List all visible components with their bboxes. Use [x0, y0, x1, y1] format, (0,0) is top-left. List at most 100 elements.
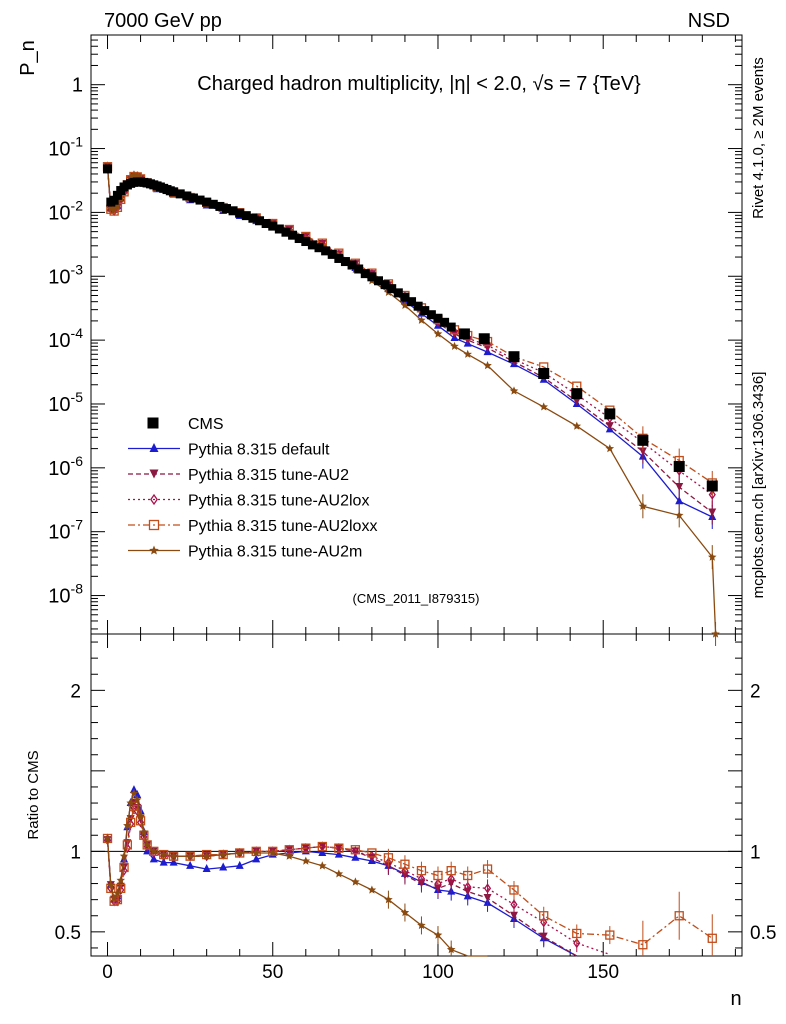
x-tick-label: 50	[262, 962, 283, 983]
legend-label-AU2loxx: Pythia 8.315 tune-AU2loxx	[188, 518, 377, 535]
legend-marker-AU2	[149, 469, 159, 479]
ratio-point-default	[334, 849, 343, 858]
point-CMS	[426, 310, 436, 320]
point-CMS	[446, 322, 456, 332]
point-CMS	[301, 237, 311, 247]
point-CMS	[334, 253, 344, 263]
ratio-point-AU2loxx	[674, 911, 684, 921]
ratio-point-AU2lox	[540, 917, 548, 928]
bottom-plot-frame	[90, 633, 743, 957]
legend-label-AU2lox: Pythia 8.315 tune-AU2lox	[188, 493, 369, 510]
energy-label: 7000 GeV pp	[104, 10, 222, 32]
point-CMS	[235, 208, 245, 218]
ratio-point-AU2m	[106, 880, 116, 889]
ratio-point-AU2loxx	[482, 864, 493, 874]
bottom-y-axis-label: Ratio to CMS	[25, 750, 42, 839]
ratio-point-AU2loxx	[317, 841, 327, 852]
point-CMS	[706, 480, 718, 492]
legend-marker-AU2loxx	[148, 519, 160, 531]
point-CMS	[208, 199, 218, 209]
ratio-point-AU2loxx	[572, 928, 582, 939]
point-CMS	[604, 408, 616, 420]
watermark-label: (CMS_2011_I879315)	[353, 591, 480, 606]
legend-marker-CMS	[147, 417, 159, 429]
ratio-point-AU2lox	[510, 899, 518, 910]
data-marks	[102, 161, 720, 957]
point-AU2m	[539, 402, 548, 411]
series-line-AU2	[106, 166, 713, 514]
ratio-point-AU2lox	[127, 818, 135, 830]
point-CMS	[314, 243, 324, 253]
point-CMS	[221, 204, 231, 214]
ratio-point-AU2m	[367, 885, 377, 894]
point-CMS	[112, 190, 122, 200]
point-AU2	[605, 422, 614, 431]
point-CMS	[373, 276, 383, 286]
ratio-point-AU2loxx	[416, 866, 427, 876]
point-CMS	[169, 187, 179, 197]
ratio-y-tick-label-right: 1	[750, 842, 761, 863]
ratio-point-AU2loxx	[367, 848, 377, 858]
process-label: NSD	[688, 10, 730, 32]
ratio-point-AU2lox	[573, 937, 581, 949]
legend: CMS Pythia 8.315 default Pythia 8.315 tune…	[128, 416, 377, 561]
ratio-point-AU2loxx	[446, 866, 456, 876]
legend-label-CMS: CMS	[188, 416, 224, 433]
point-CMS	[202, 197, 212, 207]
point-AU2m	[433, 329, 443, 338]
point-CMS	[440, 317, 450, 327]
ratio-point-AU2m	[384, 895, 393, 904]
point-CMS	[228, 206, 238, 216]
point-AU2m	[605, 444, 615, 453]
point-AU2m	[708, 552, 717, 561]
point-AU2	[675, 483, 684, 492]
y-tick-label: 10-3	[48, 261, 83, 288]
ratio-point-AU2lox	[464, 881, 472, 892]
ratio-point-AU2m	[446, 945, 456, 954]
ratio-y-tick-label: 0.5	[55, 923, 81, 944]
ratio-point-AU2loxx	[433, 870, 443, 881]
point-AU2m	[483, 361, 492, 370]
ratio-point-AU2loxx	[539, 911, 549, 921]
ratio-y-tick-label-right: 0.5	[750, 923, 776, 944]
ratio-point-AU2	[509, 911, 518, 920]
ratio-point-AU2m	[301, 856, 311, 865]
ratio-point-AU2m	[133, 795, 142, 804]
ratio-point-default	[159, 857, 168, 866]
ratio-point-AU2loxx	[251, 846, 261, 856]
legend-marker-AU2m	[149, 545, 159, 555]
point-AU2m	[638, 501, 648, 510]
point-CMS	[360, 269, 370, 279]
ratio-y-tick-label: 2	[70, 681, 81, 702]
y-tick-label: 10-4	[48, 325, 83, 352]
point-AU2m	[400, 300, 410, 309]
ratio-point-AU2lox	[130, 802, 138, 814]
point-AU2m	[417, 315, 426, 324]
legend-marker-AU2lox	[150, 493, 158, 506]
point-CMS	[367, 272, 377, 282]
ratio-y-tick-label: 1	[70, 842, 81, 863]
point-AU2m	[113, 201, 122, 210]
ratio-point-AU2m	[334, 869, 344, 878]
ratio-point-AU2m	[202, 851, 211, 860]
point-CMS	[175, 189, 185, 199]
ratio-point-AU2loxx	[383, 853, 394, 863]
ratio-point-AU2loxx	[301, 843, 311, 853]
ratio-point-AU2loxx	[707, 933, 717, 943]
point-CMS	[268, 221, 278, 231]
ratio-point-AU2lox	[483, 883, 492, 894]
ratio-point-default	[169, 857, 178, 866]
ratio-point-default	[149, 854, 158, 863]
ratio-point-AU2m	[169, 851, 178, 860]
ratio-point-AU2loxx	[126, 817, 136, 828]
mcplots-label: mcplots.cern.ch [arXiv:1306.3436]	[750, 372, 767, 599]
ratio-point-default	[219, 862, 228, 871]
ratio-line-AU2loxx	[106, 805, 713, 946]
ratio-point-default	[202, 864, 211, 873]
ratio-point-AU2m	[351, 877, 360, 886]
axis-ticks	[91, 34, 742, 956]
x-tick-label: 150	[587, 962, 619, 983]
point-CMS	[255, 216, 265, 226]
point-CMS	[380, 280, 390, 290]
point-CMS	[261, 219, 271, 229]
